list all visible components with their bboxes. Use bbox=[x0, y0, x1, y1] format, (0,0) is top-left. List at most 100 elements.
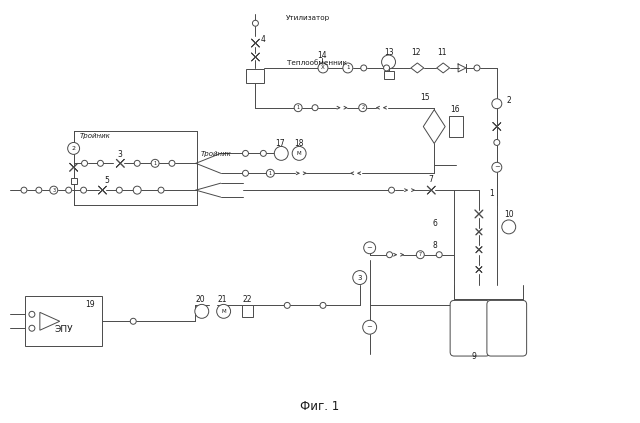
Circle shape bbox=[388, 187, 394, 193]
Circle shape bbox=[312, 105, 318, 111]
Text: Утилизатор: Утилизатор bbox=[286, 15, 330, 21]
Text: M: M bbox=[297, 151, 301, 156]
Text: 19: 19 bbox=[84, 300, 94, 309]
Text: 4: 4 bbox=[261, 35, 266, 44]
Circle shape bbox=[275, 146, 288, 160]
Text: 1: 1 bbox=[489, 189, 493, 198]
Text: 3: 3 bbox=[358, 275, 362, 280]
Text: 9: 9 bbox=[472, 352, 476, 360]
Text: 7: 7 bbox=[419, 252, 422, 257]
Text: ~: ~ bbox=[367, 245, 372, 251]
Circle shape bbox=[21, 187, 27, 193]
Circle shape bbox=[474, 65, 480, 71]
Text: ЭПУ: ЭПУ bbox=[54, 325, 73, 334]
Text: M: M bbox=[221, 309, 226, 314]
Text: Фиг. 1: Фиг. 1 bbox=[300, 400, 340, 413]
Bar bbox=[70, 178, 77, 184]
Circle shape bbox=[252, 20, 259, 26]
Text: ~: ~ bbox=[367, 324, 372, 330]
Text: 1: 1 bbox=[346, 66, 349, 71]
Text: 16: 16 bbox=[451, 105, 460, 114]
Circle shape bbox=[492, 162, 502, 172]
Circle shape bbox=[36, 187, 42, 193]
Text: 1: 1 bbox=[296, 105, 300, 110]
Bar bbox=[241, 305, 253, 317]
Text: ~: ~ bbox=[494, 164, 500, 170]
Text: 1: 1 bbox=[154, 161, 157, 166]
Text: 2: 2 bbox=[72, 146, 76, 151]
Bar bbox=[449, 115, 463, 137]
Circle shape bbox=[353, 271, 367, 285]
Text: 10: 10 bbox=[504, 211, 513, 220]
Circle shape bbox=[66, 187, 72, 193]
Circle shape bbox=[134, 160, 140, 166]
Text: 18: 18 bbox=[294, 139, 304, 148]
Circle shape bbox=[292, 146, 306, 160]
Circle shape bbox=[97, 160, 104, 166]
Circle shape bbox=[417, 251, 424, 259]
Text: 13: 13 bbox=[384, 47, 394, 57]
Circle shape bbox=[131, 318, 136, 324]
Text: 2: 2 bbox=[507, 96, 511, 105]
Polygon shape bbox=[436, 63, 450, 73]
Circle shape bbox=[158, 187, 164, 193]
Text: X: X bbox=[321, 66, 325, 71]
Circle shape bbox=[436, 252, 442, 258]
Polygon shape bbox=[423, 110, 445, 143]
Circle shape bbox=[284, 302, 290, 308]
Circle shape bbox=[29, 325, 35, 331]
Circle shape bbox=[320, 302, 326, 308]
Circle shape bbox=[133, 186, 141, 194]
Circle shape bbox=[294, 104, 302, 112]
Circle shape bbox=[359, 104, 367, 112]
Circle shape bbox=[195, 305, 209, 318]
Text: 21: 21 bbox=[218, 295, 227, 304]
Circle shape bbox=[383, 65, 390, 71]
FancyBboxPatch shape bbox=[450, 300, 490, 356]
Text: 2: 2 bbox=[361, 105, 364, 110]
Text: 3: 3 bbox=[52, 188, 55, 192]
Text: Тройник: Тройник bbox=[201, 151, 232, 157]
Circle shape bbox=[151, 159, 159, 167]
FancyBboxPatch shape bbox=[487, 300, 527, 356]
Text: 22: 22 bbox=[243, 295, 252, 304]
Circle shape bbox=[50, 186, 58, 194]
Text: 7: 7 bbox=[429, 175, 434, 184]
Circle shape bbox=[243, 151, 248, 157]
Circle shape bbox=[343, 63, 353, 73]
Circle shape bbox=[116, 187, 122, 193]
Circle shape bbox=[260, 151, 266, 157]
Circle shape bbox=[68, 143, 79, 154]
Circle shape bbox=[381, 55, 396, 69]
Circle shape bbox=[361, 65, 367, 71]
Text: 17: 17 bbox=[275, 139, 285, 148]
Circle shape bbox=[81, 160, 88, 166]
Circle shape bbox=[243, 170, 248, 176]
Bar bbox=[246, 69, 264, 83]
Bar bbox=[383, 71, 394, 79]
Circle shape bbox=[502, 220, 516, 234]
Text: 11: 11 bbox=[438, 47, 447, 57]
Text: Тройник: Тройник bbox=[79, 134, 111, 140]
Bar bbox=[25, 297, 102, 346]
Circle shape bbox=[266, 169, 275, 177]
Polygon shape bbox=[411, 63, 424, 73]
Circle shape bbox=[387, 252, 392, 258]
Circle shape bbox=[29, 311, 35, 317]
Text: 5: 5 bbox=[104, 176, 109, 185]
Text: Теплообменник: Теплообменник bbox=[287, 60, 348, 66]
Circle shape bbox=[217, 305, 230, 318]
Text: 1: 1 bbox=[269, 171, 272, 176]
Circle shape bbox=[492, 99, 502, 109]
Text: 12: 12 bbox=[412, 47, 421, 57]
Circle shape bbox=[318, 63, 328, 73]
Circle shape bbox=[81, 187, 86, 193]
Circle shape bbox=[364, 242, 376, 254]
Text: 15: 15 bbox=[420, 93, 430, 102]
Text: 6: 6 bbox=[433, 220, 438, 228]
Text: 14: 14 bbox=[317, 50, 327, 60]
Circle shape bbox=[494, 140, 500, 146]
Text: 3: 3 bbox=[118, 150, 123, 159]
Text: 20: 20 bbox=[196, 295, 205, 304]
Circle shape bbox=[363, 320, 376, 334]
